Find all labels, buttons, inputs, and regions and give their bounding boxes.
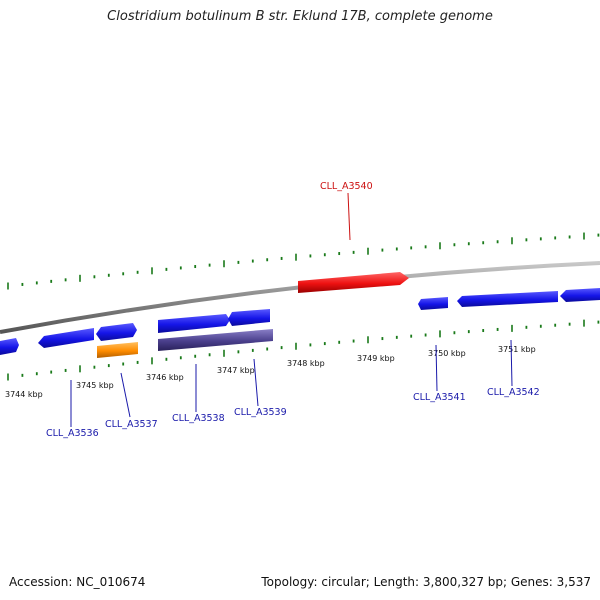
gene-arrow[interactable] — [228, 309, 270, 326]
gene-arrow[interactable] — [0, 338, 19, 355]
genome-summary-text: Topology: circular; Length: 3,800,327 bp… — [261, 575, 591, 589]
genome-title: Clostridium botulinum B str. Eklund 17B,… — [107, 9, 493, 24]
gene-label-cll-a3539[interactable]: CLL_A3539 — [234, 407, 287, 418]
tick-label: 3746 kbp — [146, 373, 184, 382]
leader-line — [510, 339, 513, 387]
gene-arrow[interactable] — [158, 314, 230, 333]
accession-text: Accession: NC_010674 — [9, 575, 146, 589]
gene-arrow[interactable] — [96, 323, 137, 341]
gene-leader-lines — [70, 192, 513, 427]
inner-tick-track — [7, 319, 600, 381]
leader-line — [347, 192, 351, 241]
gene-label-cll-a3541[interactable]: CLL_A3541 — [413, 392, 466, 403]
gene-label-cll-a3538[interactable]: CLL_A3538 — [172, 413, 225, 424]
leader-line — [253, 358, 259, 407]
gene-arrow[interactable] — [457, 291, 558, 307]
leader-line — [120, 372, 131, 418]
tick-label: 3747 kbp — [217, 366, 255, 375]
gene-label-cll-a3542[interactable]: CLL_A3542 — [487, 387, 540, 398]
tick-label: 3748 kbp — [287, 359, 325, 368]
tick-label: 3749 kbp — [357, 354, 395, 363]
purple-feature-block[interactable] — [158, 329, 273, 351]
feature-track — [97, 329, 273, 358]
orange-feature-block[interactable] — [97, 342, 138, 358]
gene-label-cll-a3540[interactable]: CLL_A3540 — [320, 181, 373, 192]
outer-tick-track — [7, 232, 600, 290]
leader-line — [435, 344, 438, 392]
gene-labels: CLL_A3540 CLL_A3536 CLL_A3537 CLL_A3538 … — [46, 181, 540, 439]
gene-arrow[interactable] — [298, 272, 409, 293]
gene-arrow[interactable] — [560, 288, 600, 302]
gene-label-cll-a3536[interactable]: CLL_A3536 — [46, 428, 99, 439]
tick-label: 3744 kbp — [5, 390, 43, 399]
gene-label-cll-a3537[interactable]: CLL_A3537 — [105, 419, 158, 430]
tick-labels: 3744 kbp 3745 kbp 3746 kbp 3747 kbp 3748… — [5, 345, 536, 399]
tick-label: 3751 kbp — [498, 345, 536, 354]
gene-arrow[interactable] — [38, 328, 94, 348]
gene-arrow[interactable] — [418, 297, 448, 310]
forward-strand-track — [0, 272, 600, 355]
tick-label: 3745 kbp — [76, 381, 114, 390]
tick-label: 3750 kbp — [428, 349, 466, 358]
